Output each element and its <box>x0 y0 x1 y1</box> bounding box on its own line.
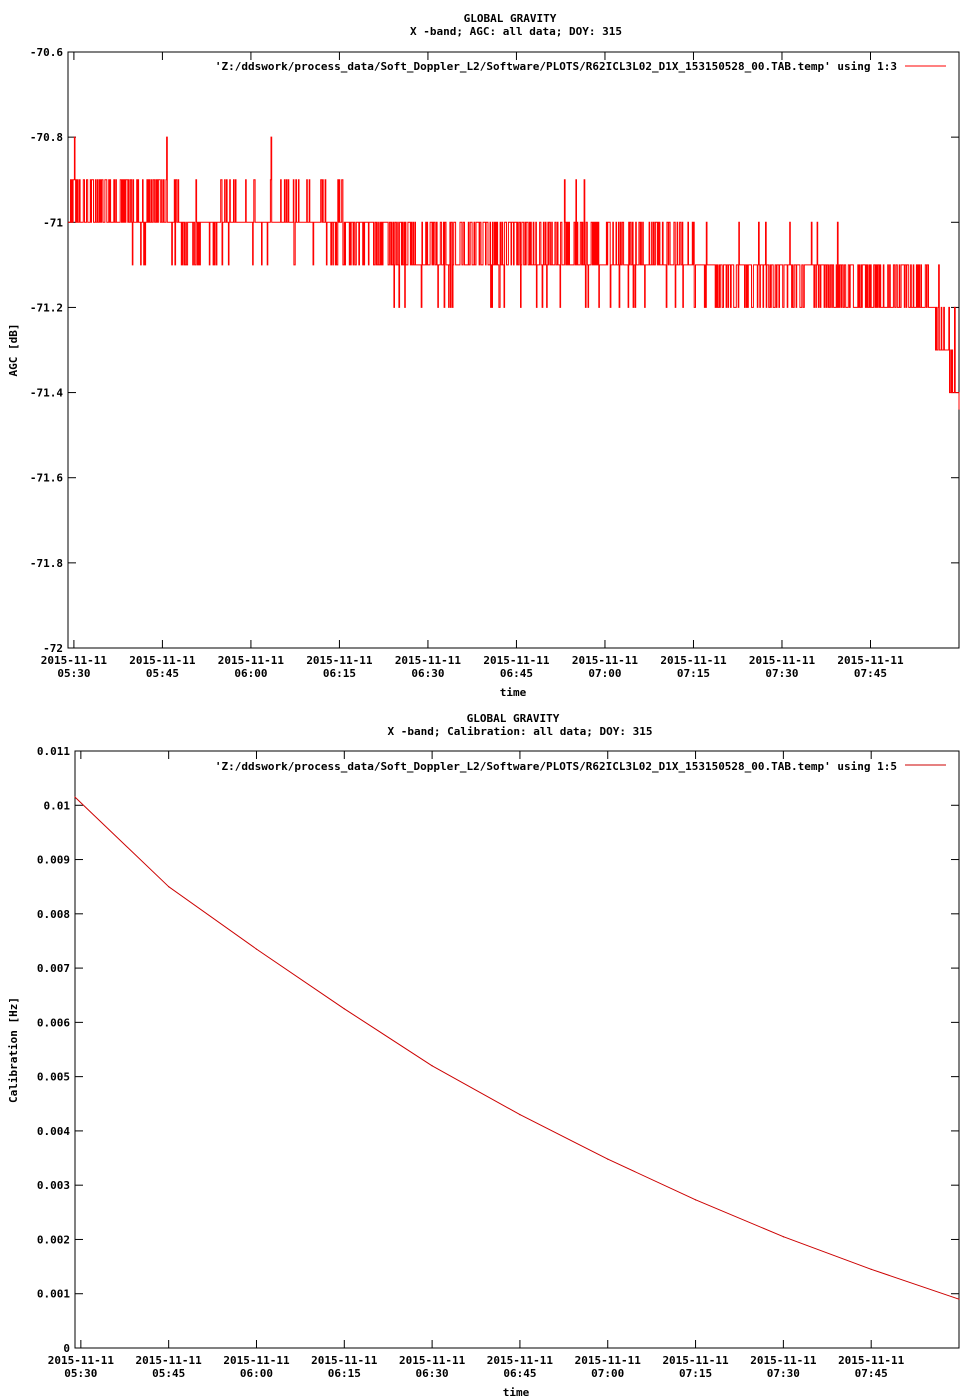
agc-x-tick-date: 2015-11-11 <box>483 654 550 667</box>
agc-y-tick-label: -70.6 <box>30 46 63 59</box>
calibration-legend-label: 'Z:/ddswork/process_data/Soft_Doppler_L2… <box>215 760 897 773</box>
calibration-x-tick-date: 2015-11-11 <box>48 1354 115 1367</box>
calibration-y-axis: 0.011 0.01 0.009 0.008 0.007 0.006 0.005 0.004 0… <box>37 745 959 1355</box>
calibration-data-point <box>694 1199 697 1201</box>
agc-x-tick-date: 2015-11-11 <box>660 654 727 667</box>
calibration-y-tick-label: 0.006 <box>37 1016 70 1029</box>
agc-chart-title: GLOBAL GRAVITY <box>464 12 557 25</box>
agc-series-line <box>68 136 960 410</box>
calibration-x-tick-time: 05:30 <box>64 1367 97 1380</box>
agc-x-tick-time: 05:45 <box>146 667 179 680</box>
calibration-x-axis-label: time <box>503 1386 530 1399</box>
agc-y-tick-label: -70.8 <box>30 131 63 144</box>
agc-x-tick-date: 2015-11-11 <box>41 654 108 667</box>
agc-y-axis: -70.6 -70.8 -71 -71.2 -71.4 -71.6 -71.8 -72 <box>30 46 959 655</box>
calibration-data-point <box>431 1065 433 1067</box>
calibration-data-point <box>74 796 76 798</box>
calibration-y-tick-label: 0.004 <box>37 1125 70 1138</box>
calibration-y-tick-label: 0 <box>63 1342 70 1355</box>
calibration-x-tick-time: 05:45 <box>152 1367 185 1380</box>
calibration-legend: 'Z:/ddswork/process_data/Soft_Doppler_L2… <box>215 760 946 773</box>
agc-data-area <box>68 136 960 410</box>
calibration-data-point <box>870 1268 872 1270</box>
calibration-x-tick-date: 2015-11-11 <box>311 1354 378 1367</box>
calibration-y-tick-label: 0.01 <box>44 799 71 812</box>
agc-x-tick-date: 2015-11-11 <box>395 654 462 667</box>
agc-y-tick-label: -71.8 <box>30 557 63 570</box>
agc-y-tick-label: -71.6 <box>30 472 63 485</box>
agc-x-tick-time: 06:15 <box>323 667 356 680</box>
calibration-y-tick-label: 0.005 <box>37 1071 70 1084</box>
calibration-x-tick-date: 2015-11-11 <box>223 1354 290 1367</box>
calibration-data-point <box>255 948 258 950</box>
calibration-data-point <box>168 886 170 888</box>
agc-x-tick-date: 2015-11-11 <box>749 654 816 667</box>
calibration-series-line <box>74 796 960 1300</box>
calibration-x-tick-time: 06:15 <box>328 1367 361 1380</box>
calibration-y-axis-label: Calibration [Hz] <box>7 997 20 1103</box>
calibration-x-tick-date: 2015-11-11 <box>750 1354 817 1367</box>
calibration-y-tick-label: 0.002 <box>37 1233 70 1246</box>
calibration-data-point <box>519 1114 521 1116</box>
calibration-x-tick-time: 06:30 <box>416 1367 449 1380</box>
agc-x-tick-date: 2015-11-11 <box>837 654 904 667</box>
calibration-chart-title: GLOBAL GRAVITY <box>467 712 560 725</box>
agc-x-tick-time: 07:30 <box>765 667 798 680</box>
agc-x-tick-date: 2015-11-11 <box>306 654 373 667</box>
agc-y-tick-label: -71.4 <box>30 387 63 400</box>
agc-x-tick-time: 06:45 <box>500 667 533 680</box>
calibration-data-point <box>607 1158 609 1160</box>
calibration-x-tick-time: 06:45 <box>503 1367 536 1380</box>
calibration-x-tick-date: 2015-11-11 <box>838 1354 905 1367</box>
calibration-data-point <box>958 1298 960 1300</box>
agc-x-axis-label: time <box>500 686 527 699</box>
agc-legend-label: 'Z:/ddswork/process_data/Soft_Doppler_L2… <box>215 60 897 73</box>
calibration-chart: GLOBAL GRAVITY X -band; Calibration: all… <box>7 712 960 1399</box>
calibration-x-tick-date: 2015-11-11 <box>399 1354 466 1367</box>
calibration-x-tick-date: 2015-11-11 <box>136 1354 203 1367</box>
calibration-plot-frame <box>74 750 960 1349</box>
calibration-chart-subtitle: X -band; Calibration: all data; DOY: 315 <box>388 725 653 738</box>
calibration-y-tick-label: 0.008 <box>37 908 70 921</box>
agc-chart-subtitle: X -band; AGC: all data; DOY: 315 <box>410 25 622 38</box>
agc-x-tick-time: 06:30 <box>411 667 444 680</box>
agc-x-axis: 2015-11-1105:302015-11-1105:452015-11-11… <box>41 52 904 680</box>
calibration-data-point <box>343 1008 345 1010</box>
agc-legend: 'Z:/ddswork/process_data/Soft_Doppler_L2… <box>215 60 946 73</box>
calibration-x-tick-date: 2015-11-11 <box>662 1354 729 1367</box>
agc-x-tick-time: 07:15 <box>677 667 710 680</box>
agc-x-tick-time: 06:00 <box>234 667 267 680</box>
agc-chart: GLOBAL GRAVITY X -band; AGC: all data; D… <box>7 12 960 699</box>
calibration-y-tick-label: 0.009 <box>37 854 70 867</box>
agc-x-tick-time: 07:45 <box>854 667 887 680</box>
calibration-x-tick-time: 06:00 <box>240 1367 273 1380</box>
calibration-y-tick-label: 0.003 <box>37 1179 70 1192</box>
calibration-data-point <box>782 1236 784 1238</box>
agc-x-tick-time: 05:30 <box>57 667 90 680</box>
agc-y-tick-label: -71 <box>43 216 63 229</box>
calibration-x-tick-time: 07:45 <box>855 1367 888 1380</box>
calibration-x-tick-date: 2015-11-11 <box>487 1354 554 1367</box>
calibration-y-tick-label: 0.007 <box>37 962 70 975</box>
agc-plot-frame <box>67 51 960 649</box>
agc-y-tick-label: -71.2 <box>30 301 63 314</box>
calibration-x-tick-time: 07:00 <box>591 1367 624 1380</box>
agc-x-tick-time: 07:00 <box>588 667 621 680</box>
agc-y-tick-label: -72 <box>43 642 63 655</box>
agc-y-axis-label: AGC [dB] <box>7 324 20 377</box>
calibration-x-tick-time: 07:15 <box>679 1367 712 1380</box>
calibration-x-axis: 2015-11-1105:302015-11-1105:452015-11-11… <box>48 751 905 1380</box>
calibration-y-tick-label: 0.001 <box>37 1288 70 1301</box>
agc-x-tick-date: 2015-11-11 <box>129 654 196 667</box>
agc-x-tick-date: 2015-11-11 <box>572 654 639 667</box>
calibration-y-tick-label: 0.011 <box>37 745 70 758</box>
calibration-data-area <box>74 796 960 1300</box>
calibration-x-tick-time: 07:30 <box>767 1367 800 1380</box>
agc-x-tick-date: 2015-11-11 <box>218 654 285 667</box>
calibration-x-tick-date: 2015-11-11 <box>575 1354 642 1367</box>
